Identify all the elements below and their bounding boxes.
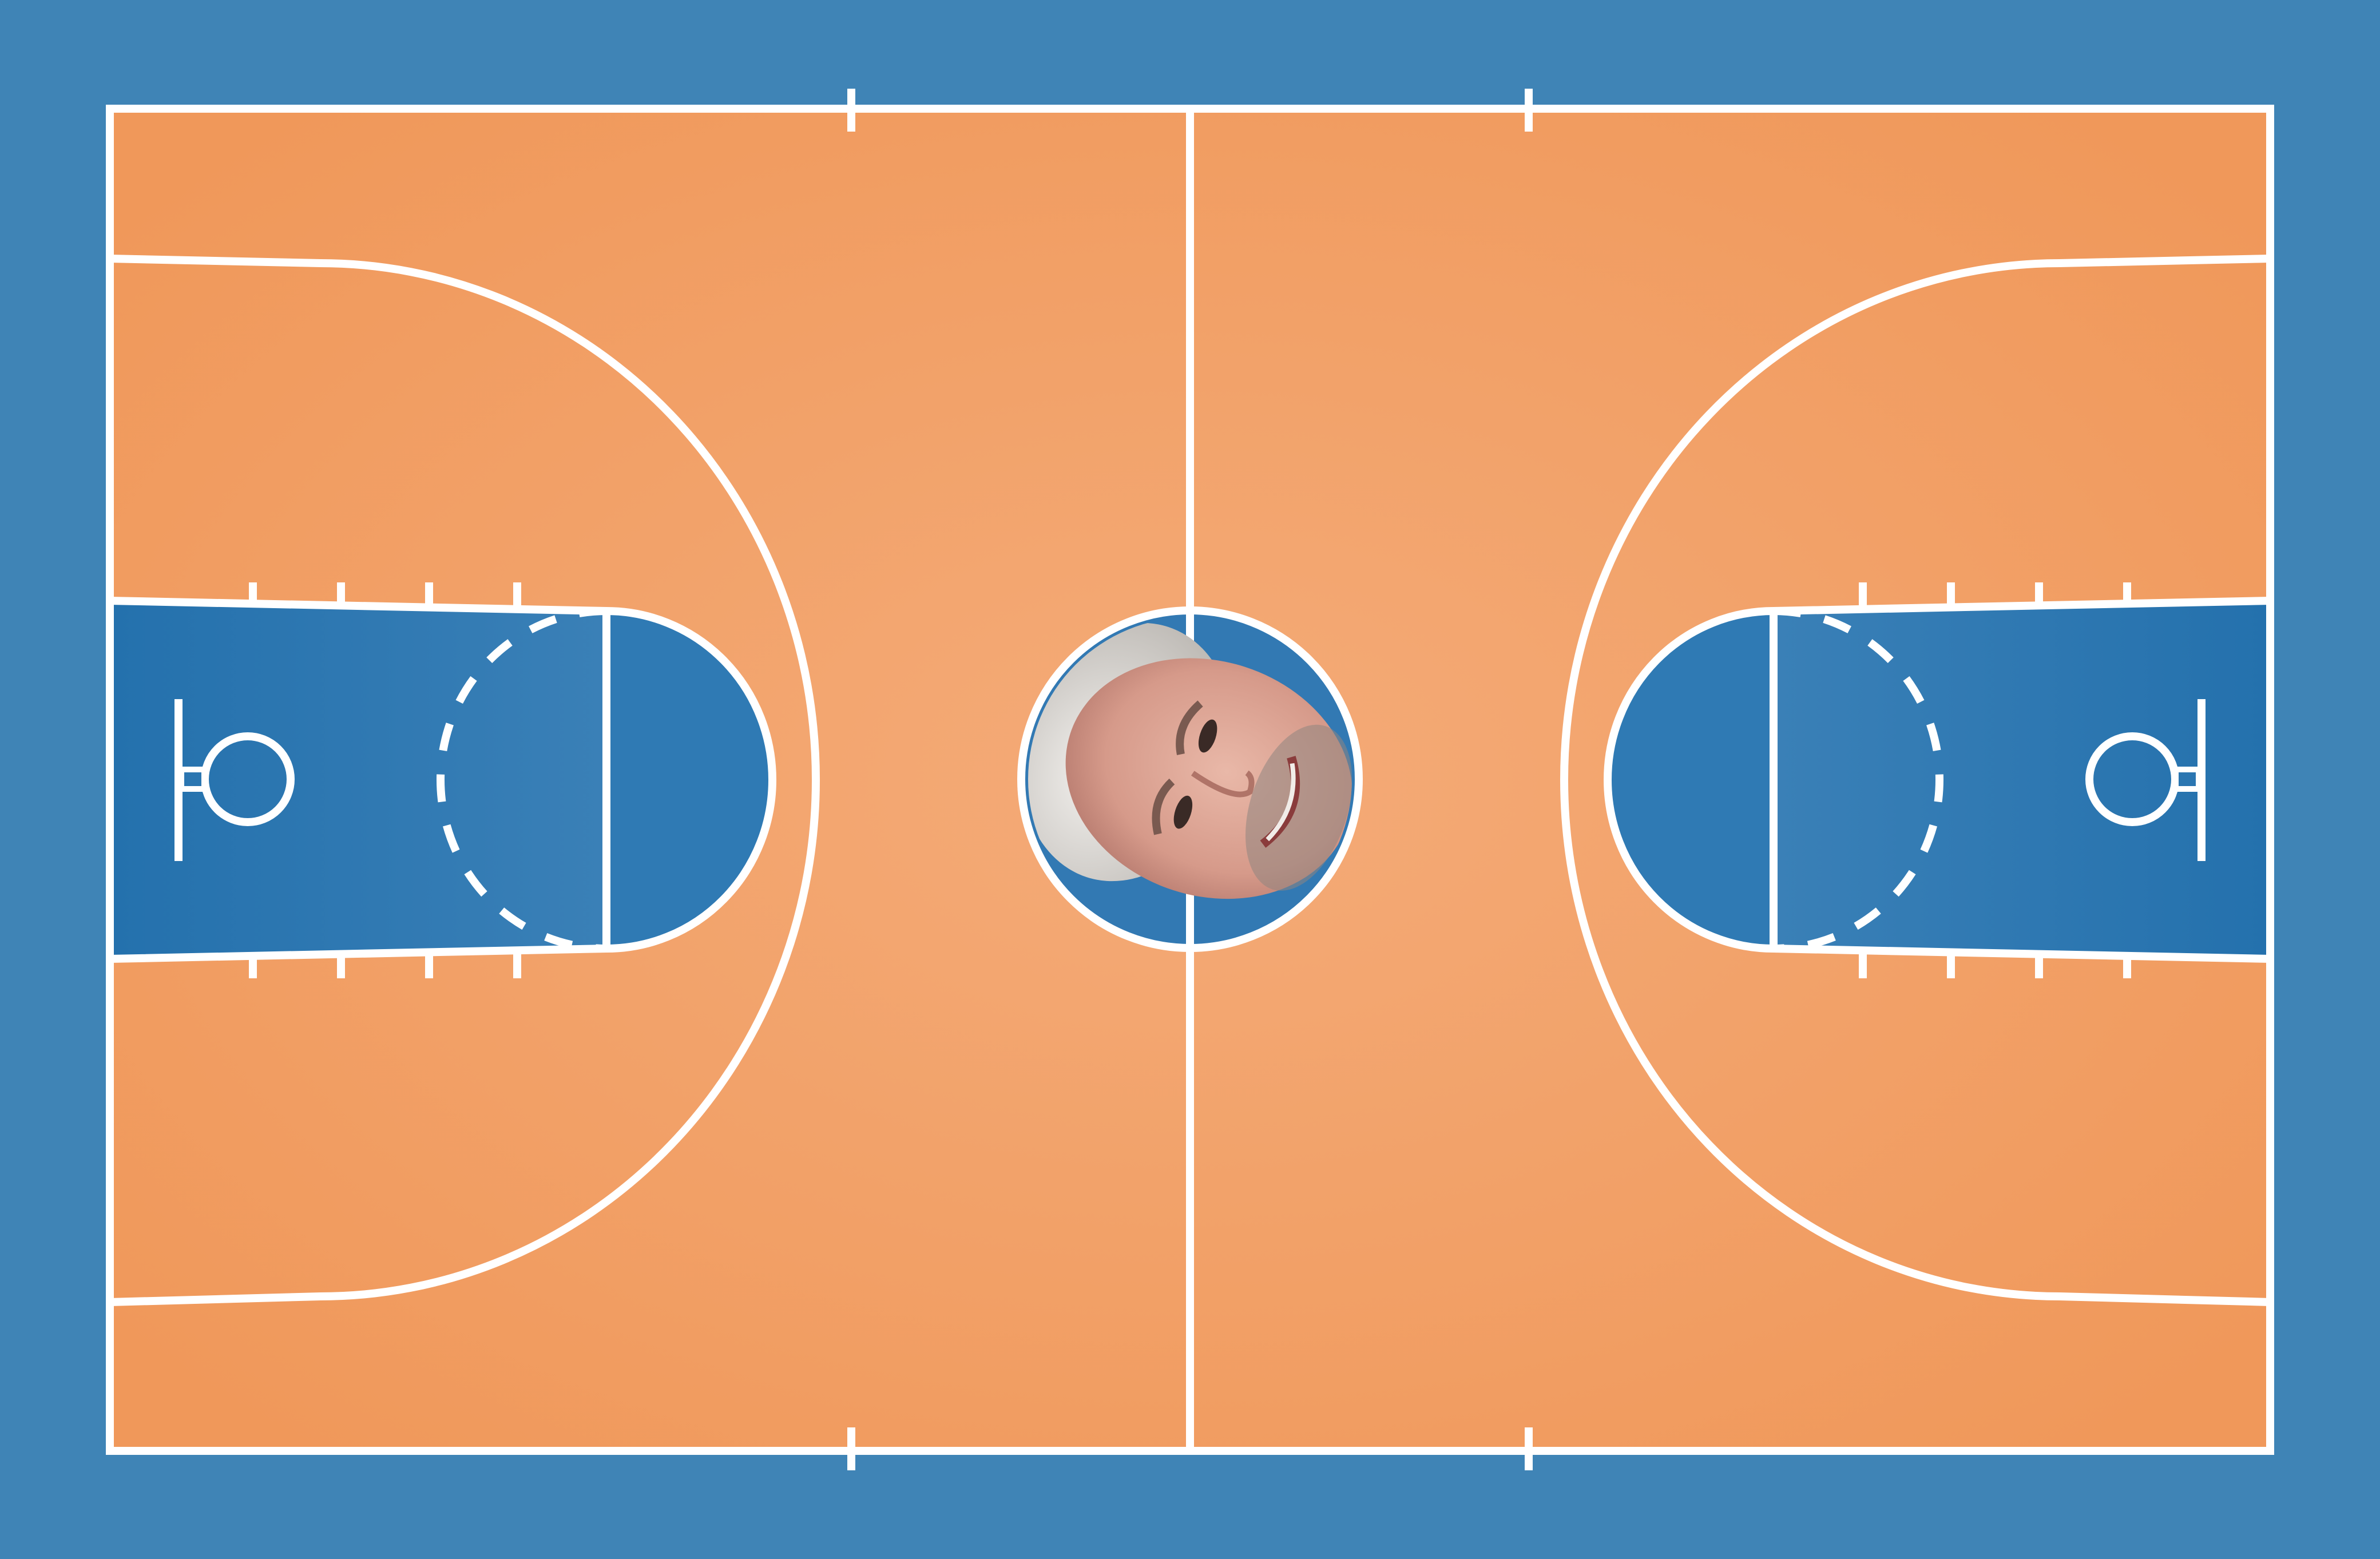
left-key-half-circle xyxy=(606,611,772,949)
left-three-point-line xyxy=(109,255,820,1306)
right-lane-lines xyxy=(1770,597,2271,963)
left-paint xyxy=(113,601,606,959)
right-paint xyxy=(1774,601,2267,959)
right-key-half-circle xyxy=(1608,611,1774,949)
right-free-throw-circle xyxy=(1604,607,1774,953)
right-free-throw-dashed xyxy=(1773,607,1943,953)
left-free-throw-circle xyxy=(606,607,776,953)
left-free-throw-dashed xyxy=(437,607,607,953)
left-lane-lines xyxy=(109,597,610,963)
right-three-point-line xyxy=(1560,255,2271,1306)
face-photo-icon xyxy=(1028,622,1352,899)
